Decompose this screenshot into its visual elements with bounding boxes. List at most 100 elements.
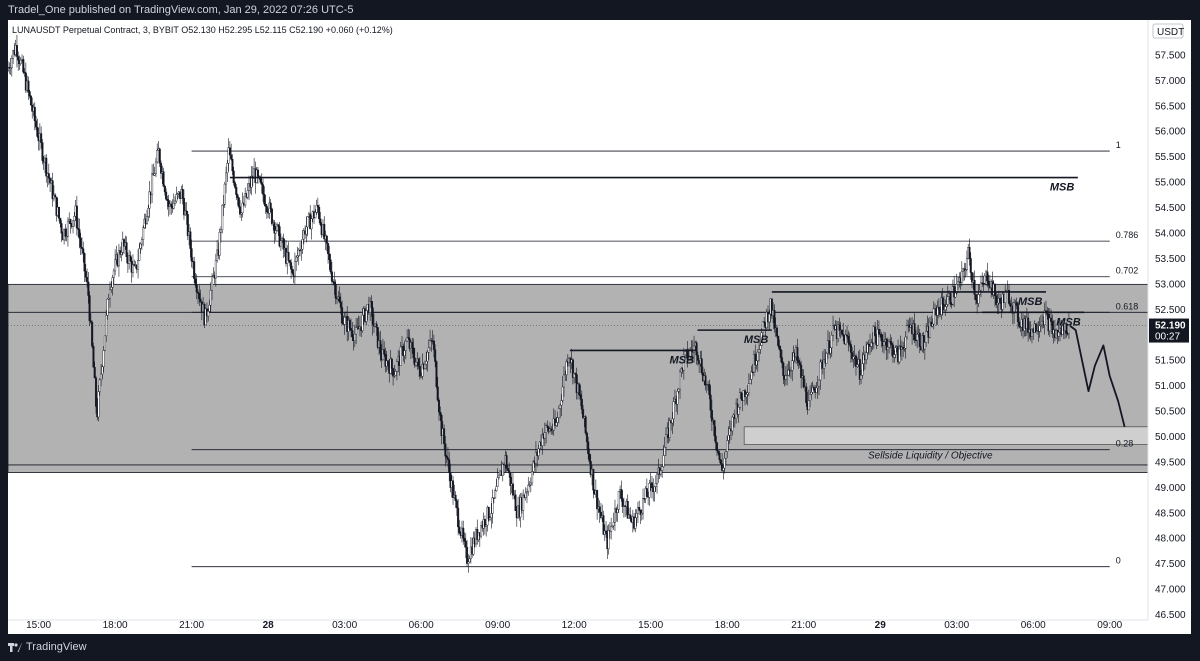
candle (721, 463, 724, 471)
candle (162, 171, 165, 187)
candle (468, 558, 471, 563)
candle (425, 360, 428, 365)
candle (664, 434, 667, 448)
candle (562, 374, 565, 388)
price-tick-label: 56.000 (1155, 127, 1186, 138)
candle (140, 239, 143, 245)
candle (509, 472, 512, 486)
candle (890, 342, 893, 346)
candle (663, 447, 666, 456)
candle (231, 158, 234, 172)
candle (987, 280, 990, 286)
candle (565, 361, 568, 376)
candle (457, 507, 460, 528)
price-tick-label: 54.500 (1155, 203, 1186, 214)
candle (640, 512, 643, 515)
candle (487, 507, 490, 520)
candle (543, 432, 546, 439)
candle (684, 351, 687, 356)
candle (546, 425, 549, 428)
candle (996, 302, 999, 305)
candle (662, 455, 665, 467)
candle (440, 415, 443, 436)
candle (185, 210, 188, 215)
candle (661, 466, 664, 471)
price-tick-label: 54.000 (1155, 228, 1186, 239)
candle (176, 193, 179, 195)
candle (1030, 328, 1033, 337)
candle (759, 345, 762, 350)
candle (496, 477, 499, 487)
candle (755, 360, 758, 366)
candle (233, 182, 236, 188)
candle (1009, 303, 1012, 307)
candle (717, 450, 720, 454)
price-tick-label: 55.500 (1155, 152, 1186, 163)
candle (587, 441, 590, 455)
candle (103, 335, 106, 351)
candle (395, 361, 398, 372)
candle (723, 458, 726, 469)
candle (838, 324, 841, 331)
candle (407, 337, 410, 339)
candle (319, 218, 322, 225)
candle (195, 284, 198, 293)
time-tick-label: 09:00 (1097, 620, 1122, 631)
candle (645, 488, 648, 497)
candle (584, 416, 587, 434)
candle (139, 243, 142, 249)
tradingview-logo[interactable]: TradingView (8, 641, 87, 655)
publish-line: Tradel_One published on TradingView.com,… (8, 4, 354, 16)
candle (142, 227, 145, 240)
candle (505, 455, 508, 469)
price-tick-label: 51.500 (1155, 356, 1186, 367)
candle (350, 328, 353, 331)
candle (413, 357, 416, 366)
candle (770, 298, 773, 316)
candle (277, 224, 280, 227)
candle (333, 281, 336, 285)
candle (612, 522, 615, 527)
candle (968, 247, 971, 259)
candle (151, 173, 154, 195)
candle (464, 541, 467, 548)
candle (222, 204, 225, 206)
candle (290, 262, 293, 270)
candle (574, 372, 577, 375)
candle (415, 361, 418, 366)
candle (137, 260, 140, 270)
candle (564, 374, 567, 376)
candle (561, 386, 564, 401)
price-tick-label: 50.500 (1155, 407, 1186, 418)
candle (158, 148, 161, 164)
candle (480, 525, 483, 537)
candle (719, 459, 722, 464)
candle (221, 204, 224, 230)
candle (796, 347, 799, 361)
publish-header: Tradel_One published on TradingView.com,… (0, 0, 1200, 20)
candle (170, 203, 173, 207)
candle (196, 291, 199, 294)
candle (87, 281, 90, 296)
candle (47, 173, 50, 179)
candle (82, 248, 85, 254)
candle (436, 386, 439, 401)
candle (555, 422, 558, 426)
candle (263, 194, 266, 205)
candle (638, 507, 641, 511)
candle (679, 371, 682, 390)
candle (97, 391, 100, 418)
candle (305, 226, 308, 235)
candle (332, 281, 335, 283)
candle (740, 392, 743, 399)
candle (550, 428, 553, 432)
price-chart[interactable]: Sellside Liquidity / Objective 1 0.786 0.70… (8, 20, 1191, 634)
candle (191, 260, 194, 263)
candle (270, 208, 273, 225)
chart-area[interactable]: Sellside Liquidity / Objective 1 0.786 0.70… (8, 20, 1191, 634)
candle (160, 163, 163, 174)
candle (114, 259, 117, 272)
candle (223, 183, 226, 205)
candle (211, 276, 214, 291)
candle (818, 379, 821, 387)
